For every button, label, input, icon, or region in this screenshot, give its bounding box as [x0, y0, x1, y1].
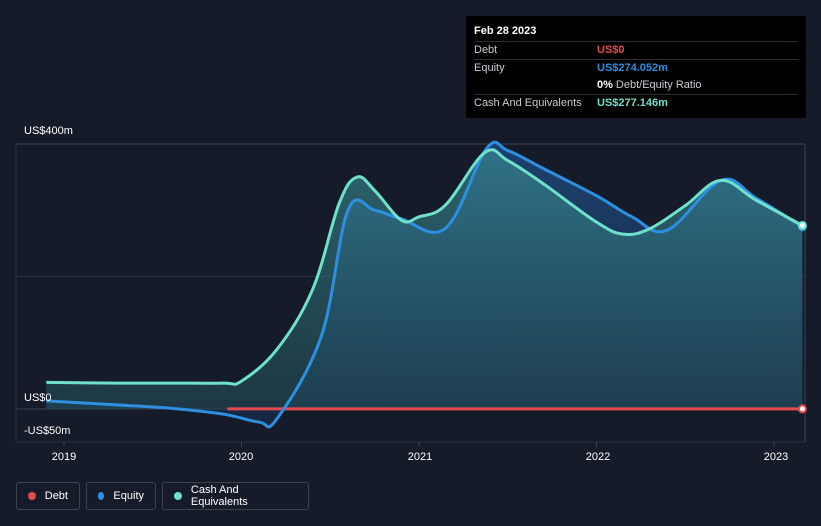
tooltip-date: Feb 28 2023 — [474, 25, 537, 37]
legend-cash-dot-icon — [174, 492, 182, 500]
legend-debt-dot-icon — [28, 492, 36, 500]
tooltip-equity-value: US$274.052m — [597, 62, 668, 74]
legend-equity-label: Equity — [113, 490, 144, 502]
tooltip-row-cash: Cash And Equivalents US$277.146m — [474, 94, 798, 112]
legend-item-cash[interactable]: Cash And Equivalents — [162, 482, 309, 510]
x-tick-label-2021: 2021 — [407, 451, 433, 463]
y-tick-label-top: US$400m — [24, 125, 73, 137]
tooltip-ratio-value: 0% — [597, 79, 613, 91]
equity-line[interactable] — [46, 140, 804, 429]
debt-end-marker — [797, 404, 807, 414]
chart-legend: Debt Equity Cash And Equivalents — [16, 482, 315, 510]
tooltip-equity-label: Equity — [474, 62, 505, 74]
tooltip-row-equity: Equity US$274.052m — [474, 59, 798, 77]
tooltip-ratio-sub: Debt/Equity Ratio — [615, 79, 702, 91]
tooltip-ratio-label — [474, 77, 597, 94]
data-tooltip: Feb 28 2023 Debt US$0 Equity US$274.052m… — [466, 16, 806, 118]
x-tick-label-2022: 2022 — [585, 451, 611, 463]
legend-cash-label: Cash And Equivalents — [190, 484, 248, 508]
tooltip-row-ratio: 0% Debt/Equity Ratio — [474, 77, 798, 94]
tooltip-debt-label: Debt — [474, 44, 498, 56]
tooltip-debt-value: US$0 — [597, 44, 625, 56]
x-tick-label-2023: 2023 — [763, 451, 789, 463]
tooltip-row-debt: Debt US$0 — [474, 41, 798, 59]
legend-equity-dot-icon — [98, 492, 105, 500]
x-tick-label-2019: 2019 — [51, 451, 77, 463]
y-tick-label-zero: US$0 — [24, 392, 52, 404]
legend-item-equity[interactable]: Equity — [86, 482, 156, 510]
legend-debt-label: Debt — [44, 490, 68, 502]
tooltip-cash-label: Cash And Equivalents — [474, 97, 582, 109]
cash-line[interactable] — [46, 148, 804, 386]
legend-item-debt[interactable]: Debt — [16, 482, 80, 510]
cash-end-marker — [797, 220, 807, 230]
y-tick-label-bottom: -US$50m — [24, 425, 71, 437]
x-tick-label-2020: 2020 — [228, 451, 254, 463]
tooltip-cash-value: US$277.146m — [597, 97, 668, 109]
cash-area — [46, 149, 803, 409]
